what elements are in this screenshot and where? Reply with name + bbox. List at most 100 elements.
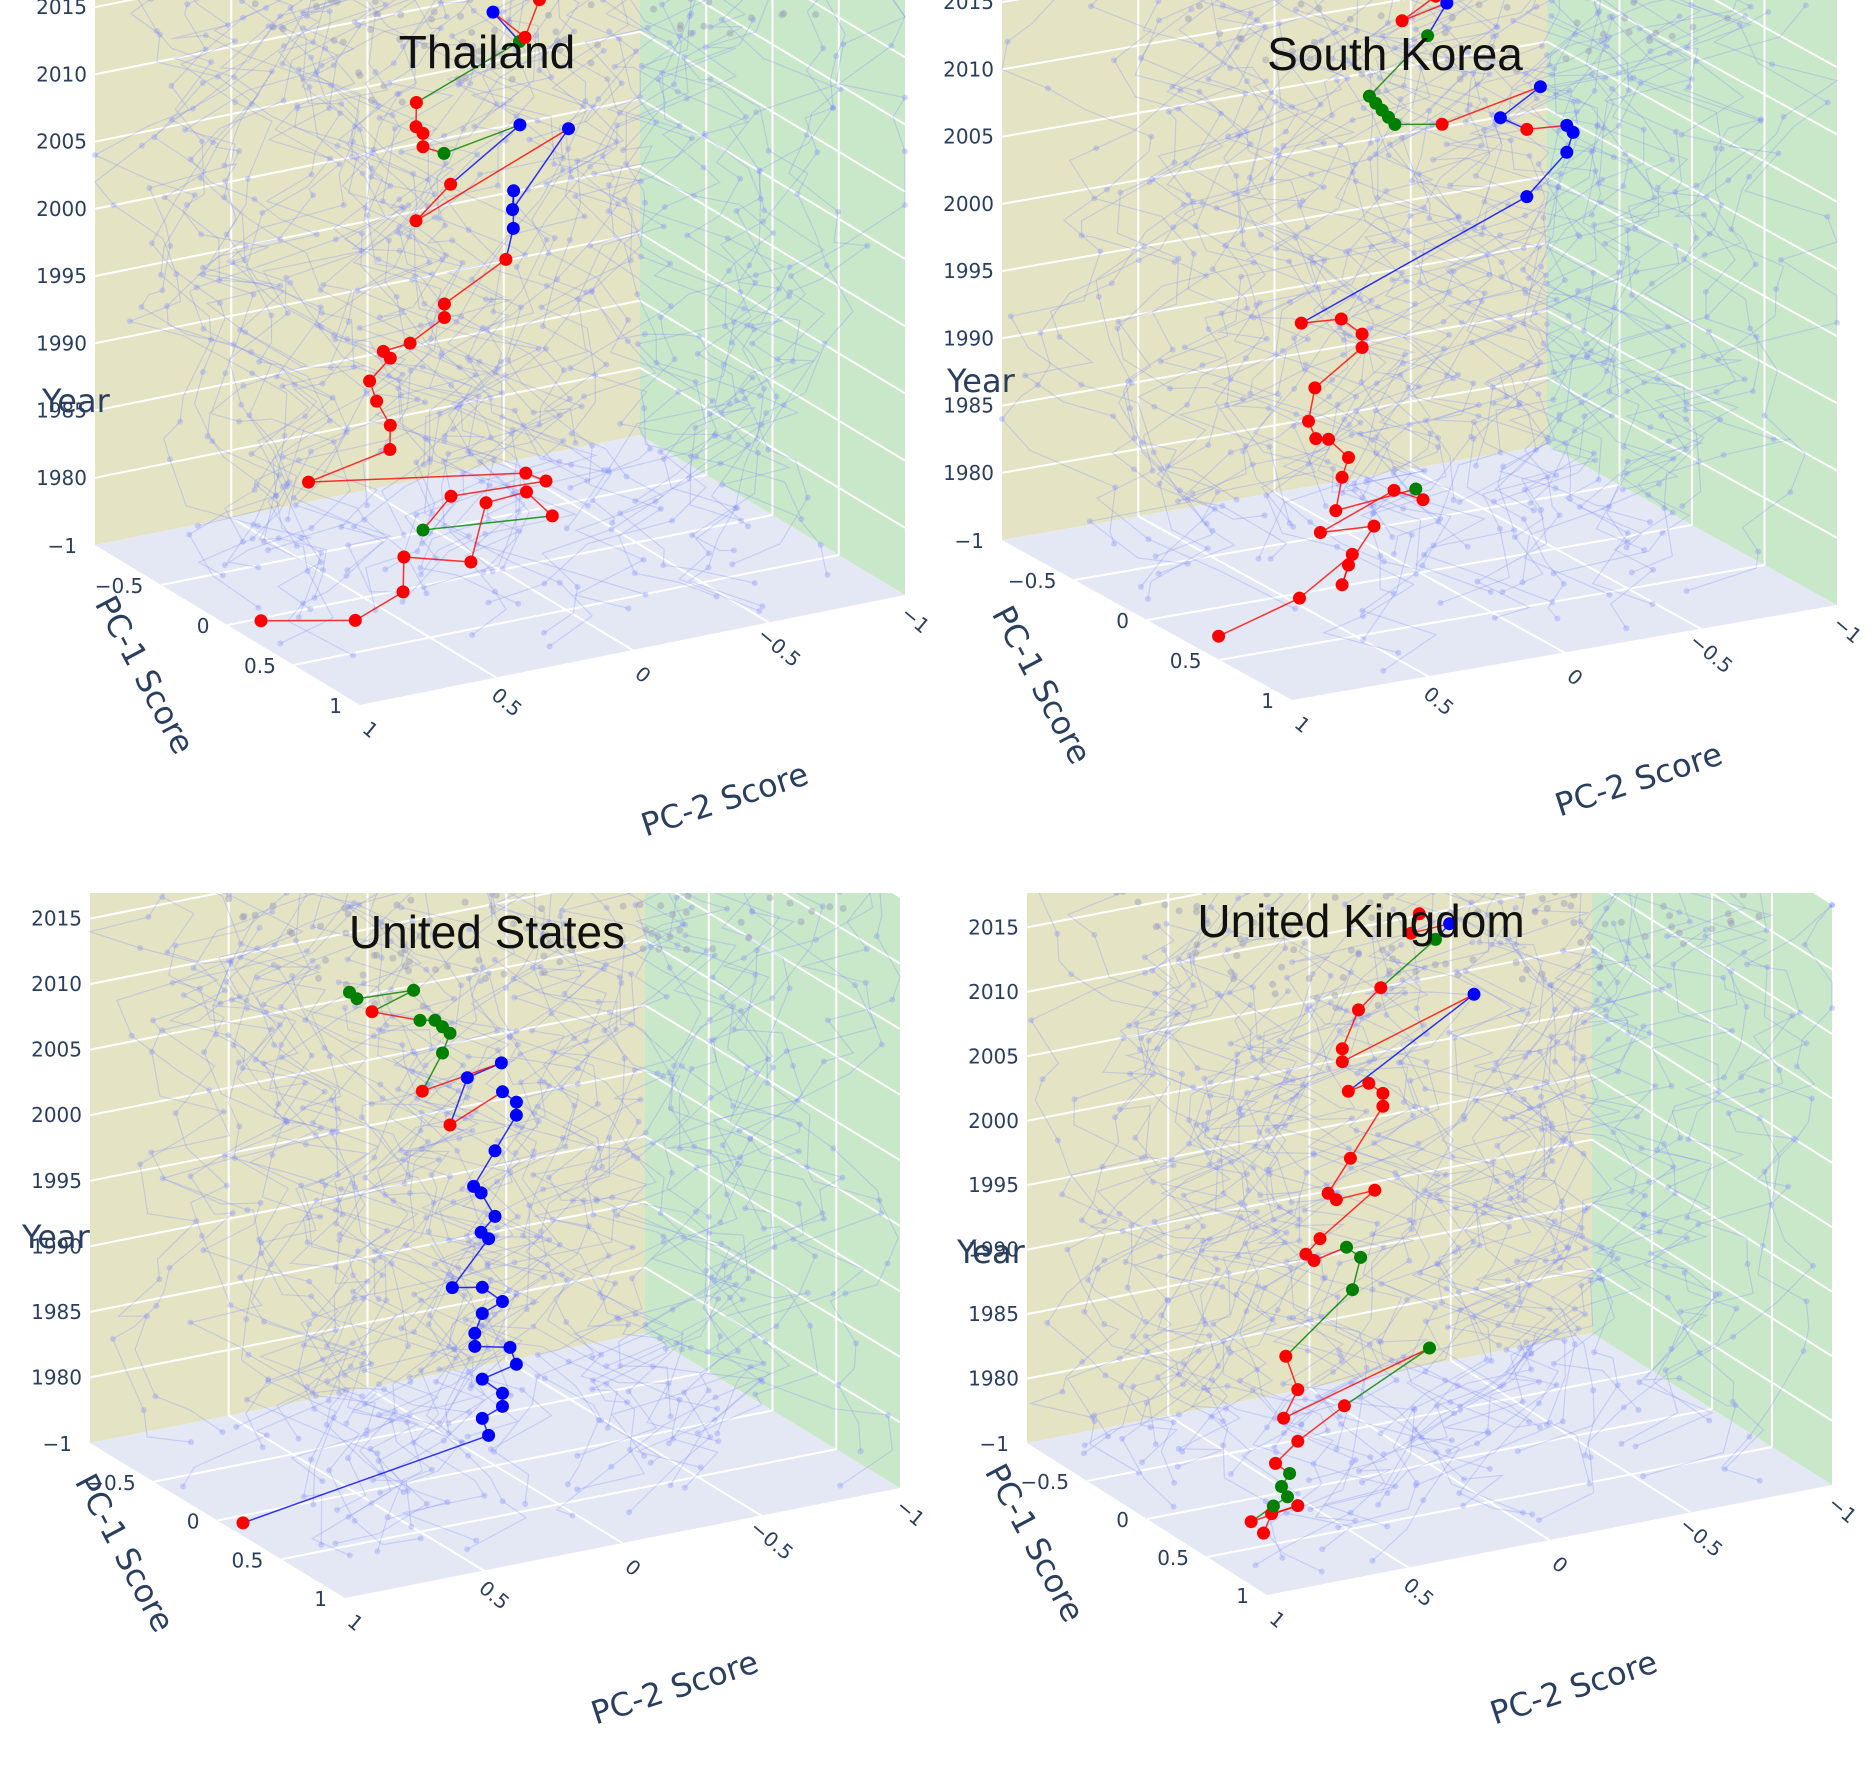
highlight-point[interactable] [467, 1179, 481, 1193]
highlight-point[interactable] [1362, 89, 1376, 103]
3d-chart-united-states[interactable]: 1980 1985 1990 1995 2000 2005 2010 2015 1 0.5 0 −0.… [0, 893, 937, 1786]
highlight-point[interactable] [1291, 1383, 1305, 1397]
highlight-point[interactable] [1423, 1341, 1436, 1355]
highlight-point[interactable] [1340, 1240, 1353, 1254]
highlight-point[interactable] [1341, 1084, 1355, 1098]
highlight-point[interactable] [409, 214, 423, 228]
highlight-point[interactable] [545, 509, 559, 523]
highlight-point[interactable] [1212, 629, 1226, 643]
highlight-point[interactable] [236, 1516, 250, 1530]
highlight-point[interactable] [506, 221, 520, 235]
highlight-point[interactable] [509, 1095, 523, 1109]
highlight-point[interactable] [1352, 1003, 1365, 1017]
highlight-point[interactable] [428, 1013, 442, 1027]
highlight-point[interactable] [1368, 1183, 1382, 1197]
highlight-point[interactable] [513, 118, 527, 132]
highlight-point[interactable] [1335, 578, 1349, 592]
highlight-point[interactable] [488, 1209, 502, 1223]
subplot-south-korea[interactable]: 1980 1985 1990 1995 2000 2005 2010 2015 1 0.5 0 −0.… [937, 0, 1874, 893]
highlight-point[interactable] [1429, 932, 1442, 946]
highlight-point[interactable] [1342, 558, 1355, 572]
3d-chart-united-kingdom[interactable]: 1980 1985 1990 1995 2000 2005 2010 2015 1 0.5 0 −0.… [937, 893, 1874, 1786]
highlight-point[interactable] [1362, 1076, 1376, 1090]
highlight-point[interactable] [413, 1013, 427, 1027]
highlight-point[interactable] [1302, 414, 1315, 428]
highlight-point[interactable] [436, 1046, 449, 1060]
highlight-point[interactable] [444, 177, 458, 191]
highlight-point[interactable] [1308, 381, 1322, 395]
highlight-point[interactable] [437, 297, 451, 311]
highlight-point[interactable] [1299, 1247, 1313, 1261]
highlight-point[interactable] [1443, 917, 1457, 931]
highlight-point[interactable] [1291, 1434, 1305, 1448]
highlight-point[interactable] [1409, 482, 1423, 496]
subplot-united-states[interactable]: 1980 1985 1990 1995 2000 2005 2010 2015 1 0.5 0 −0.… [0, 893, 937, 1786]
highlight-point[interactable] [1293, 591, 1306, 605]
highlight-point[interactable] [397, 550, 411, 564]
highlight-point[interactable] [437, 146, 451, 160]
highlight-point[interactable] [443, 1118, 457, 1132]
highlight-point[interactable] [1520, 190, 1534, 204]
highlight-point[interactable] [488, 1144, 502, 1158]
highlight-point[interactable] [376, 344, 390, 358]
highlight-point[interactable] [409, 96, 423, 109]
highlight-point[interactable] [503, 1340, 517, 1354]
highlight-point[interactable] [1309, 432, 1323, 446]
highlight-point[interactable] [1283, 1467, 1297, 1480]
highlight-point[interactable] [468, 1339, 482, 1353]
highlight-point[interactable] [1321, 1186, 1335, 1200]
highlight-point[interactable] [479, 496, 493, 510]
highlight-point[interactable] [254, 614, 268, 628]
highlight-point[interactable] [1337, 1399, 1351, 1413]
highlight-point[interactable] [343, 985, 356, 999]
highlight-point[interactable] [348, 613, 362, 627]
highlight-point[interactable] [444, 489, 458, 503]
highlight-point[interactable] [383, 443, 397, 456]
highlight-point[interactable] [1560, 145, 1574, 159]
highlight-point[interactable] [1313, 526, 1327, 539]
highlight-point[interactable] [539, 474, 553, 488]
highlight-point[interactable] [1467, 987, 1481, 1001]
highlight-point[interactable] [1395, 14, 1409, 28]
highlight-point[interactable] [396, 585, 410, 599]
highlight-point[interactable] [1281, 1490, 1294, 1504]
subplot-united-kingdom[interactable]: 1980 1985 1990 1995 2000 2005 2010 2015 1 0.5 0 −0.… [937, 893, 1874, 1786]
highlight-point[interactable] [1277, 1411, 1291, 1425]
highlight-point[interactable] [460, 1071, 474, 1085]
highlight-point[interactable] [1374, 981, 1388, 995]
highlight-point[interactable] [520, 485, 533, 499]
highlight-point[interactable] [464, 555, 478, 569]
highlight-point[interactable] [562, 122, 575, 136]
highlight-point[interactable] [1493, 111, 1507, 125]
highlight-point[interactable] [1355, 341, 1369, 354]
highlight-point[interactable] [416, 523, 430, 537]
highlight-point[interactable] [1275, 1480, 1288, 1493]
highlight-point[interactable] [1416, 493, 1430, 507]
highlight-point[interactable] [302, 475, 315, 489]
highlight-point[interactable] [407, 983, 421, 997]
highlight-point[interactable] [1313, 1232, 1327, 1246]
highlight-point[interactable] [1322, 432, 1335, 446]
highlight-point[interactable] [475, 1372, 489, 1386]
highlight-point[interactable] [1367, 519, 1381, 533]
highlight-point[interactable] [518, 30, 532, 44]
highlight-point[interactable] [445, 1281, 459, 1295]
highlight-point[interactable] [482, 1428, 496, 1442]
highlight-point[interactable] [1429, 0, 1442, 3]
highlight-point[interactable] [1387, 483, 1401, 497]
highlight-point[interactable] [437, 311, 451, 324]
highlight-point[interactable] [1435, 117, 1449, 131]
highlight-point[interactable] [1335, 1042, 1349, 1056]
highlight-point[interactable] [1560, 118, 1574, 132]
highlight-point[interactable] [519, 466, 533, 480]
highlight-point[interactable] [494, 1056, 508, 1070]
highlight-point[interactable] [507, 184, 521, 198]
highlight-point[interactable] [1376, 1086, 1390, 1100]
highlight-point[interactable] [1335, 470, 1349, 484]
highlight-point[interactable] [1335, 1055, 1349, 1069]
highlight-point[interactable] [1342, 451, 1355, 464]
highlight-point[interactable] [403, 336, 417, 350]
highlight-point[interactable] [1329, 504, 1343, 518]
highlight-point[interactable] [415, 1084, 429, 1098]
highlight-point[interactable] [1355, 327, 1369, 341]
